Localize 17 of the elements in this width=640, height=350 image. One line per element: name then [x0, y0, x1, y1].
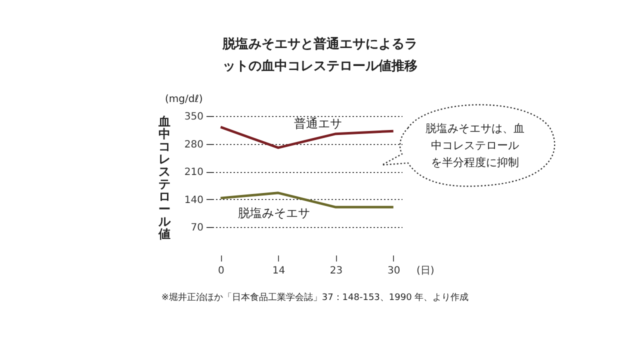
y-tick-label: 210 [184, 167, 204, 178]
y-tick-label: 350 [184, 112, 204, 122]
series-label: 脱塩みそエサ [238, 206, 310, 220]
text: 脱塩みそエサは、血中コレステロールを半分程度に抑制 [424, 121, 526, 172]
series-label: 普通エサ [294, 116, 342, 131]
x-tick-label: 0 [218, 266, 224, 276]
text: 血中コレステロール値 [158, 114, 170, 241]
text: (mg/dℓ) [165, 93, 203, 107]
y-tick-label: 70 [190, 222, 204, 234]
text: ※堀井正治ほか「日本食品工業学会誌」37：148-153、1990 年、より作成 [160, 292, 470, 305]
y-tick-label: 140 [184, 194, 204, 206]
x-tick-label: 14 [272, 266, 286, 276]
x-tick-label: 30 [387, 266, 400, 276]
chart-title: 脱塩みそエサと普通エサによるラットの血中コレステロール値推移 [221, 36, 418, 76]
x-axis-title: (日) [416, 266, 434, 276]
y-tick-label: 280 [184, 139, 204, 150]
x-tick-label: 23 [330, 266, 343, 276]
